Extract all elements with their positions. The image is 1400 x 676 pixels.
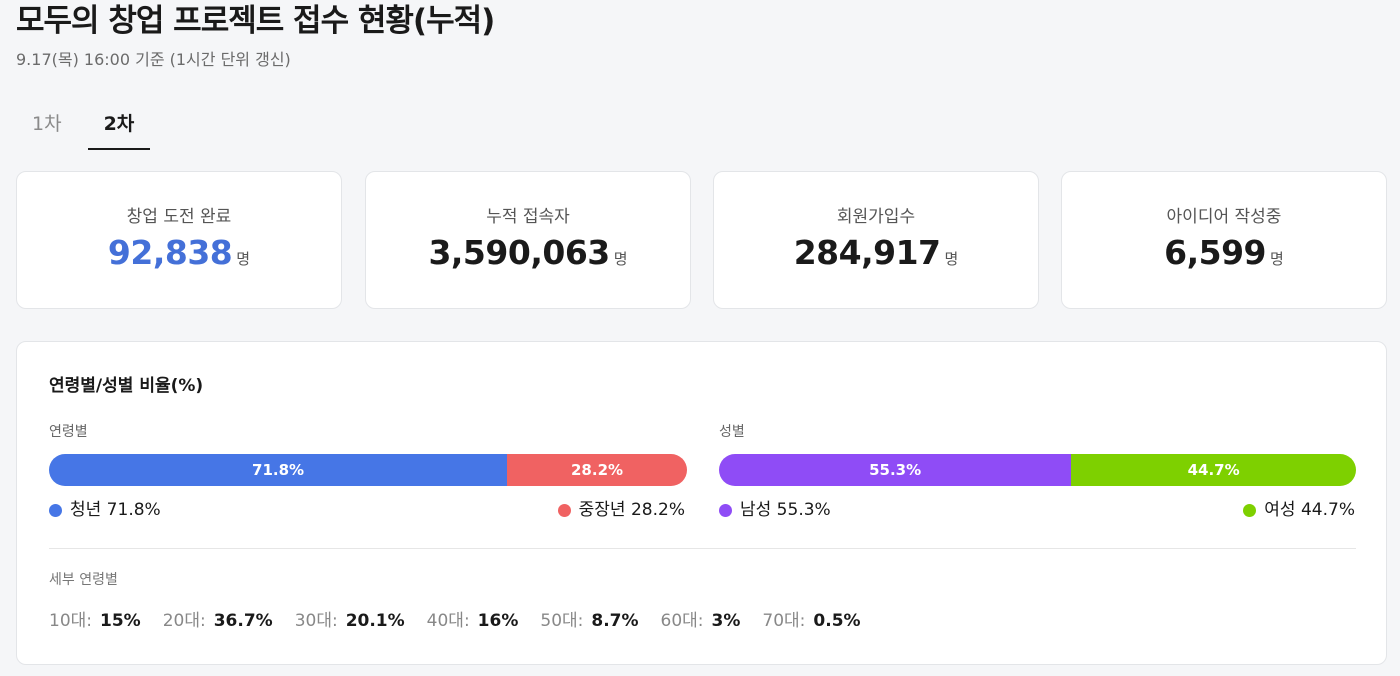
legend-text: 여성 44.7% — [1264, 500, 1355, 520]
stat-card-signups: 회원가입수 284,917 명 — [713, 171, 1039, 309]
detail-age-group: 20대: — [162, 611, 206, 631]
page-title: 모두의 창업 프로젝트 접수 현황(누적) — [16, 3, 495, 39]
stat-card-total-visitors: 누적 접속자 3,590,063 명 — [365, 171, 691, 309]
stat-unit: 명 — [236, 250, 251, 268]
gender-bar-segment-female: 44.7% — [1071, 454, 1356, 486]
gender-ratio-bar: 55.3% 44.7% — [719, 454, 1356, 486]
detail-age-group: 60대: — [660, 611, 704, 631]
round-tabs: 1차 2차 — [16, 100, 151, 150]
detail-age-item: 30대: 20.1% — [295, 608, 405, 634]
legend-text: 중장년 28.2% — [578, 500, 685, 520]
detail-age-percent: 15% — [100, 611, 141, 631]
ratio-panel: 연령별/성별 비율(%) 연령별 71.8% 28.2% 청년 71.8% 중장… — [16, 341, 1387, 665]
detail-age-percent: 0.5% — [813, 611, 861, 631]
detail-age-percent: 8.7% — [591, 611, 639, 631]
stat-value: 6,599 — [1164, 233, 1267, 272]
legend-dot — [719, 503, 732, 517]
detail-age-item: 50대: 8.7% — [540, 608, 638, 634]
legend-dot — [557, 503, 571, 517]
legend-dot — [49, 503, 62, 517]
stat-unit: 명 — [1270, 250, 1284, 268]
age-group-label: 연령별 — [49, 424, 88, 440]
panel-title: 연령별/성별 비율(%) — [49, 376, 204, 396]
legend-male: 남성 55.3% — [719, 498, 831, 522]
detail-age-label: 세부 연령별 — [49, 572, 118, 588]
stat-value: 3,590,063 — [428, 233, 610, 272]
stat-label: 창업 도전 완료 — [126, 207, 232, 227]
stat-value: 92,838 — [107, 233, 233, 272]
stat-unit: 명 — [613, 250, 628, 268]
gender-group-label: 성별 — [719, 424, 745, 440]
detail-age-item: 20대: 36.7% — [163, 608, 273, 634]
age-bar-segment-youth: 71.8% — [49, 454, 508, 486]
tab-round-1[interactable]: 1차 — [32, 113, 62, 135]
detail-age-list: 10대: 15% 20대: 36.7% 30대: 20.1% 40대: 16% 50대: 8.7%… — [49, 608, 883, 634]
detail-age-percent: 36.7% — [213, 611, 273, 631]
stat-card-ideas-in-progress: 아이디어 작성중 6,599 명 — [1061, 171, 1387, 309]
legend-female: 여성 44.7% — [1243, 498, 1355, 522]
age-bar-segment-middle-aged: 28.2% — [507, 454, 687, 486]
stat-label: 회원가입수 — [836, 207, 916, 227]
divider — [49, 548, 1356, 549]
detail-age-item: 60대: 3% — [661, 608, 741, 634]
detail-age-group: 50대: — [540, 611, 584, 631]
legend-text: 남성 55.3% — [740, 500, 831, 520]
legend-youth: 청년 71.8% — [49, 498, 161, 522]
legend-middle-aged: 중장년 28.2% — [557, 498, 685, 522]
stat-label: 아이디어 작성중 — [1166, 207, 1282, 227]
legend-dot — [1243, 503, 1257, 517]
legend-text: 청년 71.8% — [70, 500, 161, 520]
stat-unit: 명 — [944, 250, 959, 268]
detail-age-item: 40대: 16% — [427, 608, 519, 634]
detail-age-percent: 3% — [711, 611, 741, 631]
update-time: 9.17(목) 16:00 기준 (1시간 단위 갱신) — [16, 50, 291, 69]
gender-bar-segment-male: 55.3% — [719, 454, 1072, 486]
detail-age-group: 70대: — [762, 611, 806, 631]
stat-value: 284,917 — [793, 233, 941, 272]
stat-card-challenge-complete: 창업 도전 완료 92,838 명 — [16, 171, 342, 309]
detail-age-group: 30대: — [294, 611, 338, 631]
detail-age-item: 10대: 15% — [49, 608, 141, 634]
detail-age-percent: 16% — [477, 611, 519, 631]
detail-age-group: 40대: — [426, 611, 470, 631]
detail-age-item: 70대: 0.5% — [762, 608, 860, 634]
age-ratio-bar: 71.8% 28.2% — [49, 454, 687, 486]
stat-label: 누적 접속자 — [486, 207, 570, 227]
detail-age-percent: 20.1% — [345, 611, 405, 631]
detail-age-group: 10대: — [49, 611, 92, 631]
tab-round-2[interactable]: 2차 — [87, 100, 151, 150]
